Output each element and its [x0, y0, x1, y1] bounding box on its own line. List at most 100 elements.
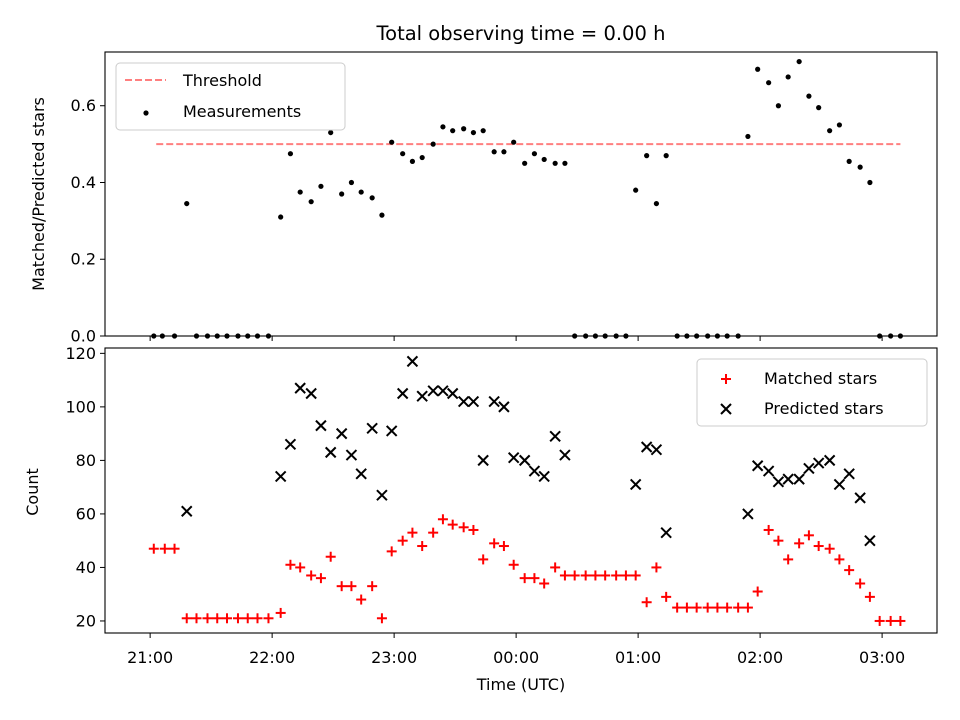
predicted-star-stroke: [457, 395, 470, 408]
measurement-point: [308, 199, 314, 205]
bottom-xtick-label: 01:00: [615, 648, 661, 667]
matched-star-point: [498, 541, 509, 552]
matched-star-point: [539, 578, 550, 589]
matched-star-point: [763, 524, 774, 535]
predicted-star-point: [751, 460, 764, 472]
measurement-point: [644, 153, 650, 159]
predicted-star-stroke: [181, 505, 193, 517]
measurement-point: [440, 124, 446, 130]
predicted-star-stroke: [376, 489, 388, 501]
predicted-star-stroke: [437, 385, 449, 397]
predicted-star-stroke: [803, 462, 815, 475]
measurement-point: [827, 128, 833, 134]
measurement-point: [184, 200, 190, 207]
matched-star-point: [325, 551, 336, 562]
top-chart-ylabel: Matched/Predicted stars: [29, 97, 48, 291]
predicted-star-point: [427, 385, 439, 397]
matched-star-point: [263, 613, 274, 624]
matched-star-point: [437, 514, 448, 525]
measurement-point: [348, 179, 355, 186]
matched-star-point: [874, 615, 885, 626]
top-chart-ticks: 0.0 0.2 0.4 0.6: [71, 96, 883, 346]
measurement-point: [430, 141, 436, 147]
matched-star-point: [681, 602, 692, 613]
bottom-chart-ylabel: Count: [23, 468, 42, 516]
bottom-chart-frame: [104, 347, 938, 634]
predicted-star-point: [640, 441, 653, 453]
predicted-star-point: [366, 422, 378, 434]
predicted-star-point: [396, 387, 409, 400]
matched-star-point: [275, 607, 286, 618]
matched-star-point: [306, 570, 317, 581]
bottom-xtick-label: 22:00: [249, 648, 295, 667]
predicted-star-point: [406, 355, 419, 368]
matched-star-point: [356, 594, 367, 605]
bottom-xtick-label: 23:00: [371, 648, 417, 667]
matched-star-point: [813, 541, 824, 552]
matched-star-point: [407, 527, 418, 538]
measurement-point: [419, 154, 425, 161]
top-legend-box: [115, 62, 346, 131]
predicted-legend-swatch: [720, 403, 732, 415]
measurement-point: [755, 66, 761, 72]
predicted-star-stroke: [406, 355, 419, 368]
predicted-star-stroke: [467, 395, 480, 408]
predicted-star-stroke: [833, 478, 846, 491]
matched-star-point: [232, 613, 243, 624]
matched-star-point: [295, 562, 306, 573]
predicted-star-point: [274, 470, 287, 483]
predicted-star-point: [477, 454, 489, 467]
predicted-star-stroke: [864, 534, 876, 547]
measurement-point: [775, 103, 782, 109]
matched-star-point: [367, 581, 378, 592]
matched-star-point: [722, 602, 733, 613]
matched-star-point: [550, 562, 561, 573]
top-chart-frame: [104, 51, 938, 337]
predicted-star-stroke: [751, 460, 764, 472]
measurement-point: [846, 158, 852, 164]
top-ytick-label: 0.0: [71, 327, 96, 346]
predicted-star-stroke: [274, 470, 287, 483]
matched-star-point: [691, 602, 702, 613]
measurement-point: [501, 149, 507, 155]
matched-star-point: [221, 613, 232, 624]
threshold-legend-label: Threshold: [182, 71, 262, 90]
predicted-star-point: [385, 425, 398, 437]
predicted-star-point: [315, 419, 327, 432]
predicted-legend-label: Predicted stars: [764, 399, 884, 418]
predicted-star-stroke: [324, 446, 337, 459]
predicted-star-point: [416, 390, 428, 402]
measurement-point: [663, 153, 669, 159]
bottom-xtick-label: 00:00: [493, 648, 539, 667]
matched-star-point: [202, 613, 213, 624]
measurement-point: [461, 126, 467, 132]
measurement-point: [785, 74, 791, 80]
matched-star-point: [569, 570, 580, 581]
predicted-star-point: [335, 427, 348, 440]
measurement-point: [653, 200, 660, 207]
top-ytick-label: 0.6: [71, 96, 96, 115]
predicted-star-point: [376, 489, 388, 501]
measurement-point: [562, 160, 568, 166]
bottom-xtick-label: 02:00: [737, 648, 783, 667]
matched-star-point: [529, 573, 540, 584]
measurement-point: [766, 80, 772, 86]
measurement-point: [400, 151, 406, 157]
matched-star-point: [447, 519, 458, 530]
matched-star-point: [733, 602, 744, 613]
matched-star-point: [611, 570, 622, 581]
predicted-star-point: [549, 430, 561, 443]
predicted-star-point: [355, 468, 367, 480]
matched-star-point: [752, 586, 763, 597]
matched-star-point: [489, 538, 500, 549]
predicted-star-point: [742, 508, 754, 520]
matched-star-point: [428, 527, 439, 538]
predicted-star-point: [772, 476, 785, 488]
matched-star-point: [478, 554, 489, 565]
matched-legend-swatch: [721, 374, 731, 384]
measurement-point: [318, 183, 324, 189]
predicted-star-stroke: [385, 425, 398, 437]
matched-star-point: [844, 565, 855, 576]
matched-star-point: [712, 602, 723, 613]
bottom-ytick-label: 80: [76, 451, 96, 470]
